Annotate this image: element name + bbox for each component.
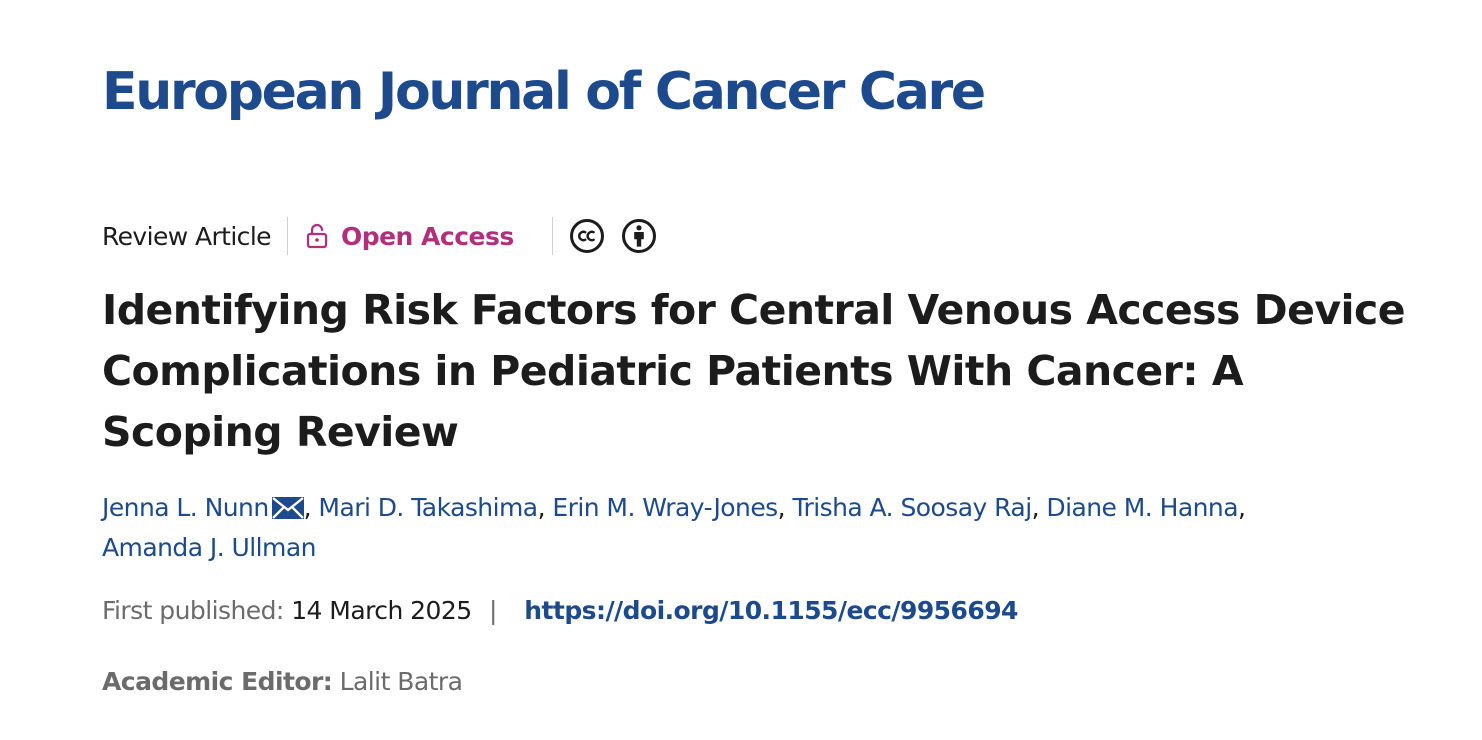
academic-editor-label: Academic Editor: (102, 667, 333, 696)
author-list: Jenna L. Nunn , Mari D. Takashima, Erin … (102, 493, 1246, 562)
creative-commons-icon[interactable] (569, 218, 605, 254)
unlock-icon (306, 223, 328, 249)
first-published-date: 14 March 2025 (291, 596, 472, 625)
journal-title[interactable]: European Journal of Cancer Care (102, 62, 986, 122)
article-meta-row: Review Article Open Access (102, 216, 657, 256)
license-icons[interactable] (569, 218, 657, 254)
academic-editor-name: Lalit Batra (339, 667, 463, 696)
article-title: Identifying Risk Factors for Central Ven… (102, 286, 1406, 456)
meta-divider (551, 217, 553, 255)
open-access-badge[interactable]: Open Access (306, 222, 514, 251)
author-link[interactable]: Jenna L. Nunn (102, 493, 269, 522)
email-icon[interactable] (271, 497, 304, 519)
author-link[interactable]: Amanda J. Ullman (102, 533, 316, 562)
author-link[interactable]: Diane M. Hanna (1046, 493, 1238, 522)
doi-link[interactable]: https://doi.org/10.1155/ecc/9956694 (524, 596, 1018, 625)
open-access-label: Open Access (340, 221, 514, 251)
separator: | (488, 596, 497, 625)
first-published-label: First published: (102, 596, 284, 625)
attribution-icon[interactable] (621, 218, 657, 254)
academic-editor: Academic Editor: Lalit Batra (102, 667, 463, 696)
article-type: Review Article (102, 221, 272, 251)
meta-divider (286, 217, 288, 255)
publication-info: First published: 14 March 2025 | https:/… (102, 596, 1018, 625)
author-link[interactable]: Erin M. Wray-Jones (552, 493, 778, 522)
author-link[interactable]: Trisha A. Soosay Raj (792, 493, 1032, 522)
author-link[interactable]: Mari D. Takashima (318, 493, 538, 522)
